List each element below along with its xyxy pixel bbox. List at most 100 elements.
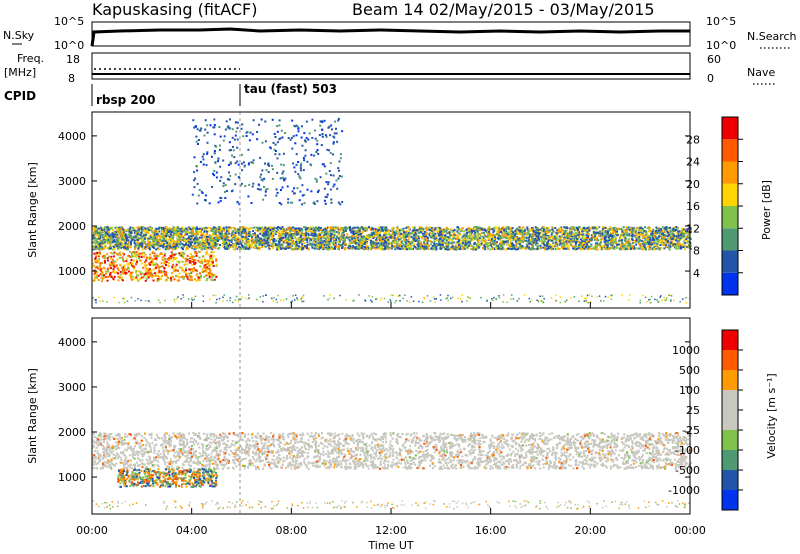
heat-cell: [591, 247, 594, 250]
heat-cell: [310, 226, 313, 229]
heat-cell: [406, 243, 409, 246]
heat-cell: [411, 241, 414, 244]
heat-cell: [106, 240, 109, 243]
heat-cell: [274, 238, 277, 241]
heat-cell: [181, 243, 184, 246]
heat-cell: [93, 226, 96, 229]
heat-cell: [318, 248, 321, 251]
heat-cell: [518, 232, 521, 235]
heat-cell: [532, 239, 535, 242]
heat-cell: [448, 237, 451, 240]
heat-cell: [218, 246, 221, 249]
heat-cell: [551, 239, 553, 242]
heat-cell: [262, 244, 265, 247]
heat-cell: [245, 233, 248, 235]
heat-cell: [427, 240, 429, 242]
heat-cell: [665, 246, 668, 248]
heat-cell: [533, 248, 535, 250]
heat-cell: [412, 238, 415, 241]
heat-cell: [646, 227, 649, 229]
heat-cell: [437, 231, 439, 234]
heat-cell: [508, 232, 511, 235]
heat-cell: [268, 230, 271, 233]
heat-cell: [567, 240, 570, 243]
heat-cell: [686, 236, 689, 239]
heat-cell: [349, 236, 352, 239]
heat-cell: [102, 242, 105, 244]
heat-cell: [407, 232, 410, 234]
heat-cell: [667, 237, 670, 240]
heat-cell: [108, 237, 111, 240]
heat-cell: [549, 230, 552, 233]
heat-cell: [441, 237, 444, 240]
heat-cell: [584, 229, 586, 232]
heat-cell: [169, 232, 172, 235]
heat-cell: [310, 234, 313, 237]
heat-cell: [499, 245, 502, 248]
heat-cell: [590, 243, 593, 246]
heat-cell: [126, 229, 129, 232]
heat-cell: [357, 231, 360, 234]
heat-cell: [214, 242, 217, 244]
heat-cell: [205, 245, 208, 248]
heat-cell: [163, 243, 165, 246]
heat-cell: [356, 242, 359, 245]
heat-cell: [652, 237, 654, 240]
heat-cell: [608, 234, 611, 237]
heat-cell: [428, 235, 431, 238]
heat-cell: [105, 235, 108, 238]
heat-cell: [544, 232, 547, 235]
heat-cell: [417, 235, 420, 238]
heat-cell: [612, 230, 615, 233]
heat-cell: [261, 245, 264, 248]
heat-cell: [543, 243, 546, 246]
heat-cell: [373, 233, 375, 236]
heat-cell: [348, 239, 351, 242]
heat-cell: [155, 243, 158, 246]
heat-cell: [472, 246, 475, 249]
heat-cell: [324, 242, 327, 245]
heat-cell: [435, 248, 437, 251]
heat-cell: [180, 227, 183, 230]
heat-cell: [542, 246, 545, 249]
heat-cell: [634, 235, 637, 238]
heat-cell: [147, 245, 150, 247]
heat-cell: [481, 232, 483, 234]
heat-cell: [245, 231, 248, 234]
heat-cell: [434, 228, 437, 231]
heat-cell: [122, 229, 125, 232]
heat-cell: [614, 236, 617, 239]
heat-cell: [317, 226, 320, 229]
heat-cell: [634, 228, 637, 231]
heat-cell: [585, 238, 588, 241]
heat-cell: [544, 228, 547, 231]
heat-cell: [254, 239, 257, 242]
heat-cell: [362, 248, 365, 251]
heat-cell: [205, 240, 208, 243]
heat-cell: [412, 245, 415, 248]
heat-cell: [678, 242, 681, 245]
heat-cell: [545, 237, 548, 240]
heat-cell: [168, 242, 170, 245]
heat-cell: [334, 242, 337, 244]
heat-cell: [383, 241, 386, 244]
heat-cell: [97, 244, 100, 247]
heat-cell: [614, 247, 617, 250]
heat-cell: [133, 227, 136, 230]
heat-cell: [663, 236, 666, 239]
heat-cell: [295, 239, 298, 242]
heat-cell: [129, 243, 132, 246]
heat-cell: [146, 236, 149, 239]
heat-cell: [137, 232, 140, 235]
heat-cell: [159, 238, 162, 241]
heat-cell: [556, 229, 559, 232]
heat-cell: [456, 247, 459, 250]
heat-cell: [489, 242, 492, 245]
heat-cell: [344, 243, 347, 246]
heat-cell: [200, 233, 202, 236]
heat-cell: [558, 235, 561, 238]
heat-cell: [454, 246, 457, 249]
heat-cell: [245, 241, 248, 244]
heat-cell: [486, 242, 488, 245]
heat-cell: [121, 232, 123, 235]
